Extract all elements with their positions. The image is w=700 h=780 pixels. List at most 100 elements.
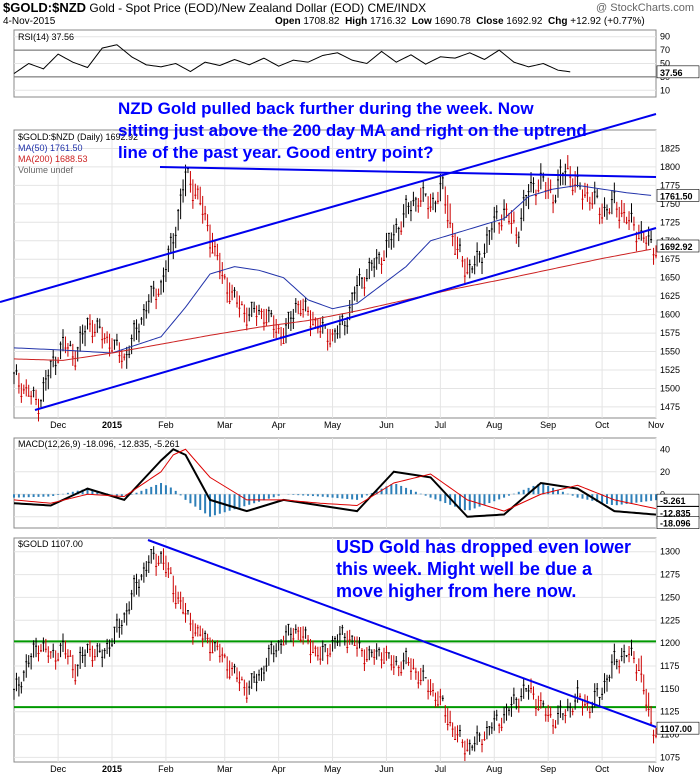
price-tag-box <box>656 189 700 202</box>
macd-histogram-bar <box>209 494 212 517</box>
macd-histogram-bar <box>233 494 236 510</box>
macd-histogram-bar <box>302 494 305 496</box>
x-tick-label: Sep <box>540 764 556 774</box>
x-tick-label: May <box>324 420 342 430</box>
macd-histogram-bar <box>47 494 50 497</box>
y-tick-label: 1225 <box>660 615 680 625</box>
y-tick-label: 1600 <box>660 310 680 320</box>
macd-histogram-bar <box>380 488 383 495</box>
macd-histogram-bar <box>365 494 368 496</box>
macd-histogram-bar <box>581 494 584 499</box>
high-value: 1716.32 <box>370 16 407 27</box>
macd-histogram-bar <box>194 494 197 507</box>
y-tick-label: 1175 <box>660 661 679 671</box>
date-label: 4-Nov-2015 <box>3 16 56 27</box>
y-tick-label: 1150 <box>660 684 679 694</box>
macd-histogram-bar <box>164 485 167 495</box>
macd-histogram-bar <box>625 494 628 504</box>
macd-histogram-bar <box>307 494 310 496</box>
usd-y-axis: 1075 1100 1125 1150 1175 1200 1225 1250 1275 1300 <box>14 547 680 762</box>
y-tick-label: 1650 <box>660 273 680 283</box>
y-tick-label: 70 <box>660 45 670 55</box>
y-tick-label: 1075 <box>660 752 680 762</box>
macd-histogram-bar <box>277 494 280 496</box>
macd-histogram-bar <box>507 494 510 496</box>
y-tick-label: 1200 <box>660 638 680 648</box>
close-price-tag: 1692.92 <box>656 239 700 253</box>
macd-histogram-bar <box>115 494 118 496</box>
macd-histogram-bar <box>645 494 648 502</box>
macd-histogram-bar <box>267 494 270 499</box>
y-tick-label: 1475 <box>660 402 680 412</box>
macd-histogram-bar <box>385 486 388 495</box>
price-tag-box <box>656 516 700 529</box>
macd-histogram-bar <box>22 494 25 498</box>
open-label: Open <box>275 16 301 27</box>
macd-histogram-bar <box>429 494 432 498</box>
macd-histogram-bar <box>483 494 486 505</box>
macd-panel <box>13 437 657 529</box>
macd-histogram-bar <box>145 488 148 495</box>
macd-histogram-bar <box>478 494 481 507</box>
y-tick-label: 50 <box>660 59 670 69</box>
x-tick-label: Feb <box>158 420 174 430</box>
macd-histogram-bar <box>32 494 35 498</box>
lower-trendline <box>34 227 657 411</box>
macd-histogram-bar <box>409 489 412 495</box>
macd-histogram-bar <box>542 483 545 495</box>
macd-histogram-bar <box>155 484 158 495</box>
y-tick-label: 1550 <box>660 347 680 357</box>
x-tick-label: Apr <box>272 764 286 774</box>
usd-downtrend-line <box>147 539 657 728</box>
y-tick-label: 1575 <box>660 328 680 338</box>
macd-histogram-bar <box>223 494 226 513</box>
macd-histogram-bar <box>414 491 417 495</box>
macd-histogram-bar <box>336 494 339 499</box>
macd-histogram-bar <box>571 494 574 496</box>
macd-histogram-bar <box>243 494 246 507</box>
macd-histogram-bar <box>351 494 354 500</box>
price-tag-text: -12.835 <box>660 509 691 519</box>
ohlc-line: 4-Nov-2015 Open 1708.82 High 1716.32 Low… <box>3 16 697 27</box>
x-tick-label: Jun <box>379 420 394 430</box>
symbol-label: $GOLD:$NZD <box>3 0 87 15</box>
macd-histogram-bar <box>218 494 221 514</box>
macd-histogram-bar <box>503 494 506 498</box>
macd-histogram-bar <box>561 491 564 495</box>
nzd-annotation: NZD Gold pulled back further during the … <box>118 99 587 162</box>
macd-histogram-bar <box>419 493 422 495</box>
x-tick-label: Aug <box>486 420 502 430</box>
price-tag-text: 1107.00 <box>660 724 692 734</box>
macd-histogram-bar <box>556 489 559 495</box>
macd-histogram-bar <box>424 494 427 496</box>
price-tag-box <box>656 239 700 253</box>
macd-histogram-bar <box>488 494 491 504</box>
macd-histogram-bar <box>400 485 403 495</box>
macd-histogram-bar <box>204 494 207 514</box>
macd-signal-line <box>13 448 657 512</box>
x-tick-label: Oct <box>595 420 610 430</box>
macd-histogram-bar <box>537 483 540 495</box>
nzd-price-panel <box>13 129 657 419</box>
macd-histogram-bar <box>620 494 623 505</box>
macd-histogram-bar <box>527 487 530 495</box>
y-tick-label: 1675 <box>660 254 680 264</box>
macd-histogram-bar <box>517 491 520 495</box>
ohlc-values: Open 1708.82 High 1716.32 Low 1690.78 Cl… <box>275 16 645 27</box>
macd-histogram-bar <box>473 494 476 509</box>
macd-histogram-bar <box>547 485 550 495</box>
x-tick-label: Jul <box>435 420 447 430</box>
low-label: Low <box>411 16 432 27</box>
x-tick-label: Dec <box>50 420 67 430</box>
macd-histogram-bar <box>566 493 569 495</box>
macd-histogram-bar <box>179 494 182 496</box>
macd-histogram-bar <box>370 493 373 495</box>
macd-histogram-bar <box>522 489 525 495</box>
x-tick-label: Oct <box>595 764 610 774</box>
y-tick-label: 1525 <box>660 365 680 375</box>
ma50-price-tag: 1761.50 <box>656 189 700 202</box>
macd-histogram-bar <box>630 494 633 504</box>
macd-histogram-bar <box>71 491 74 495</box>
macd-histogram-bar <box>390 484 393 495</box>
macd-histogram-bar <box>512 493 515 495</box>
